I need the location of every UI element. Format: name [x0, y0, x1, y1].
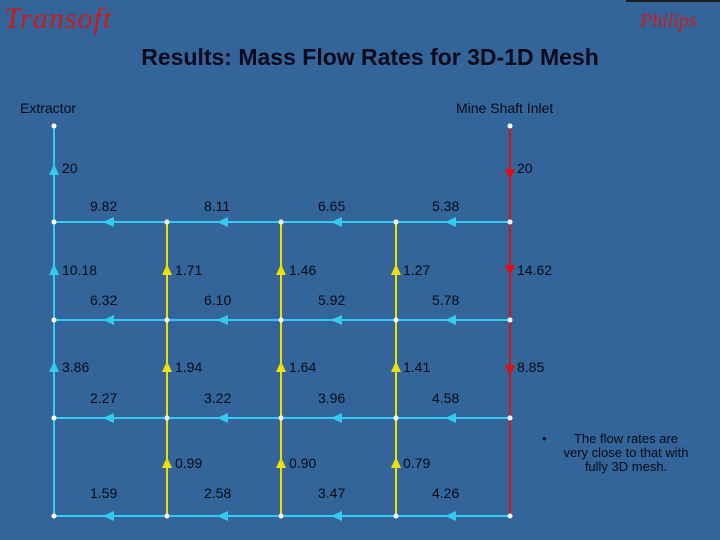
- note: • The flow rates are very close to that …: [540, 432, 690, 474]
- horizontal-arrow-r2-1: [103, 315, 114, 325]
- right-down-arrow-1: [505, 169, 515, 180]
- horizontal-arrow-r4-3: [331, 511, 342, 521]
- junction-node-r1-2: [164, 219, 170, 225]
- horizontal-arrow-r1-4: [445, 217, 456, 227]
- row3-vflow-label-2: 1.64: [289, 359, 317, 375]
- row2-vflow-label-1: 1.71: [175, 262, 203, 278]
- transoft-logo: Transoft: [4, 2, 113, 35]
- vertical-arrow-r4-2: [276, 457, 286, 468]
- row2-vflow-label-2: 1.46: [289, 262, 317, 278]
- horizontal-arrow-r3-4: [445, 413, 456, 423]
- note-bullet: •: [542, 431, 547, 446]
- vertical-arrow-r3-1: [162, 361, 172, 372]
- row4-vflow-label-1: 0.99: [175, 455, 203, 471]
- junction-node-r3-5: [507, 415, 513, 421]
- right-down-arrow-3: [505, 365, 515, 376]
- horizontal-arrow-r1-2: [217, 217, 228, 227]
- right-down-arrow-2: [505, 265, 515, 276]
- junction-node-r1-5: [507, 219, 513, 225]
- row4-flow-label-1: 1.59: [90, 485, 118, 501]
- junction-node-r3-2: [164, 415, 170, 421]
- inlet-node: [507, 123, 513, 129]
- vertical-arrow-r3-3: [391, 361, 401, 372]
- horizontal-arrow-r3-3: [331, 413, 342, 423]
- row4-vflow-label-2: 0.90: [289, 455, 317, 471]
- left-up-arrow-1: [49, 164, 59, 175]
- right-flow-label-1: 20: [517, 160, 533, 176]
- horizontal-arrow-r4-1: [103, 511, 114, 521]
- horizontal-arrow-r2-2: [217, 315, 228, 325]
- junction-node-r4-4: [393, 513, 399, 519]
- vertical-arrow-r2-2: [276, 264, 286, 275]
- row3-flow-label-3: 3.96: [318, 390, 346, 406]
- vertical-arrow-r4-3: [391, 457, 401, 468]
- left-flow-label-1: 20: [62, 160, 78, 176]
- top-rule: [626, 0, 720, 2]
- row2-flow-label-4: 5.78: [432, 292, 460, 308]
- mine-shaft-inlet-label: Mine Shaft Inlet: [456, 100, 554, 116]
- left-flow-label-2: 10.18: [62, 262, 98, 278]
- horizontal-arrow-r1-3: [331, 217, 342, 227]
- row2-vflow-label-3: 1.27: [403, 262, 431, 278]
- note-text: The flow rates are very close to that wi…: [563, 431, 689, 474]
- row1-flow-label-2: 8.11: [204, 198, 231, 214]
- horizontal-arrow-r3-1: [103, 413, 114, 423]
- extractor-label: Extractor: [20, 100, 77, 116]
- left-up-arrow-3: [49, 361, 59, 372]
- vertical-arrow-r4-1: [162, 457, 172, 468]
- row1-flow-label-1: 9.82: [90, 198, 118, 214]
- row3-flow-label-1: 2.27: [90, 390, 118, 406]
- extractor-node: [51, 123, 57, 129]
- junction-node-r1-1: [51, 219, 57, 225]
- horizontal-arrow-r2-4: [445, 315, 456, 325]
- row1-flow-label-3: 6.65: [318, 198, 346, 214]
- junction-node-r2-1: [51, 317, 57, 323]
- junction-node-r2-3: [278, 317, 284, 323]
- philips-logo: Philips: [640, 10, 697, 32]
- horizontal-arrow-r4-4: [445, 511, 456, 521]
- junction-node-r2-4: [393, 317, 399, 323]
- network-nodes: [51, 123, 513, 519]
- row4-flow-label-2: 2.58: [204, 485, 232, 501]
- row3-vflow-label-3: 1.41: [403, 359, 431, 375]
- junction-node-r4-2: [164, 513, 170, 519]
- horizontal-arrow-r1-1: [103, 217, 114, 227]
- right-flow-label-2: 14.62: [517, 262, 553, 278]
- horizontal-arrow-r3-2: [217, 413, 228, 423]
- junction-node-r3-4: [393, 415, 399, 421]
- row2-flow-label-1: 6.32: [90, 292, 118, 308]
- junction-node-r4-3: [278, 513, 284, 519]
- junction-node-r2-2: [164, 317, 170, 323]
- vertical-arrow-r3-2: [276, 361, 286, 372]
- vertical-arrow-r2-1: [162, 264, 172, 275]
- row2-flow-label-3: 5.92: [318, 292, 346, 308]
- row4-flow-label-4: 4.26: [432, 485, 460, 501]
- junction-node-r3-3: [278, 415, 284, 421]
- row4-vflow-label-3: 0.79: [403, 455, 431, 471]
- junction-node-r4-5: [507, 513, 513, 519]
- flow-arrows: [49, 164, 515, 521]
- junction-node-r1-4: [393, 219, 399, 225]
- row3-vflow-label-1: 1.94: [175, 359, 203, 375]
- junction-node-r4-1: [51, 513, 57, 519]
- vertical-arrow-r2-3: [391, 264, 401, 275]
- row3-flow-label-2: 3.22: [204, 390, 232, 406]
- junction-node-r2-5: [507, 317, 513, 323]
- row1-flow-label-4: 5.38: [432, 198, 460, 214]
- junction-node-r3-1: [51, 415, 57, 421]
- right-flow-label-3: 8.85: [517, 359, 545, 375]
- junction-node-r1-3: [278, 219, 284, 225]
- row2-flow-label-2: 6.10: [204, 292, 232, 308]
- slide-title: Results: Mass Flow Rates for 3D-1D Mesh: [141, 44, 599, 70]
- horizontal-arrow-r2-3: [331, 315, 342, 325]
- horizontal-arrow-r4-2: [217, 511, 228, 521]
- row4-flow-label-3: 3.47: [318, 485, 346, 501]
- left-flow-label-3: 3.86: [62, 359, 90, 375]
- left-up-arrow-2: [49, 264, 59, 275]
- row3-flow-label-4: 4.58: [432, 390, 460, 406]
